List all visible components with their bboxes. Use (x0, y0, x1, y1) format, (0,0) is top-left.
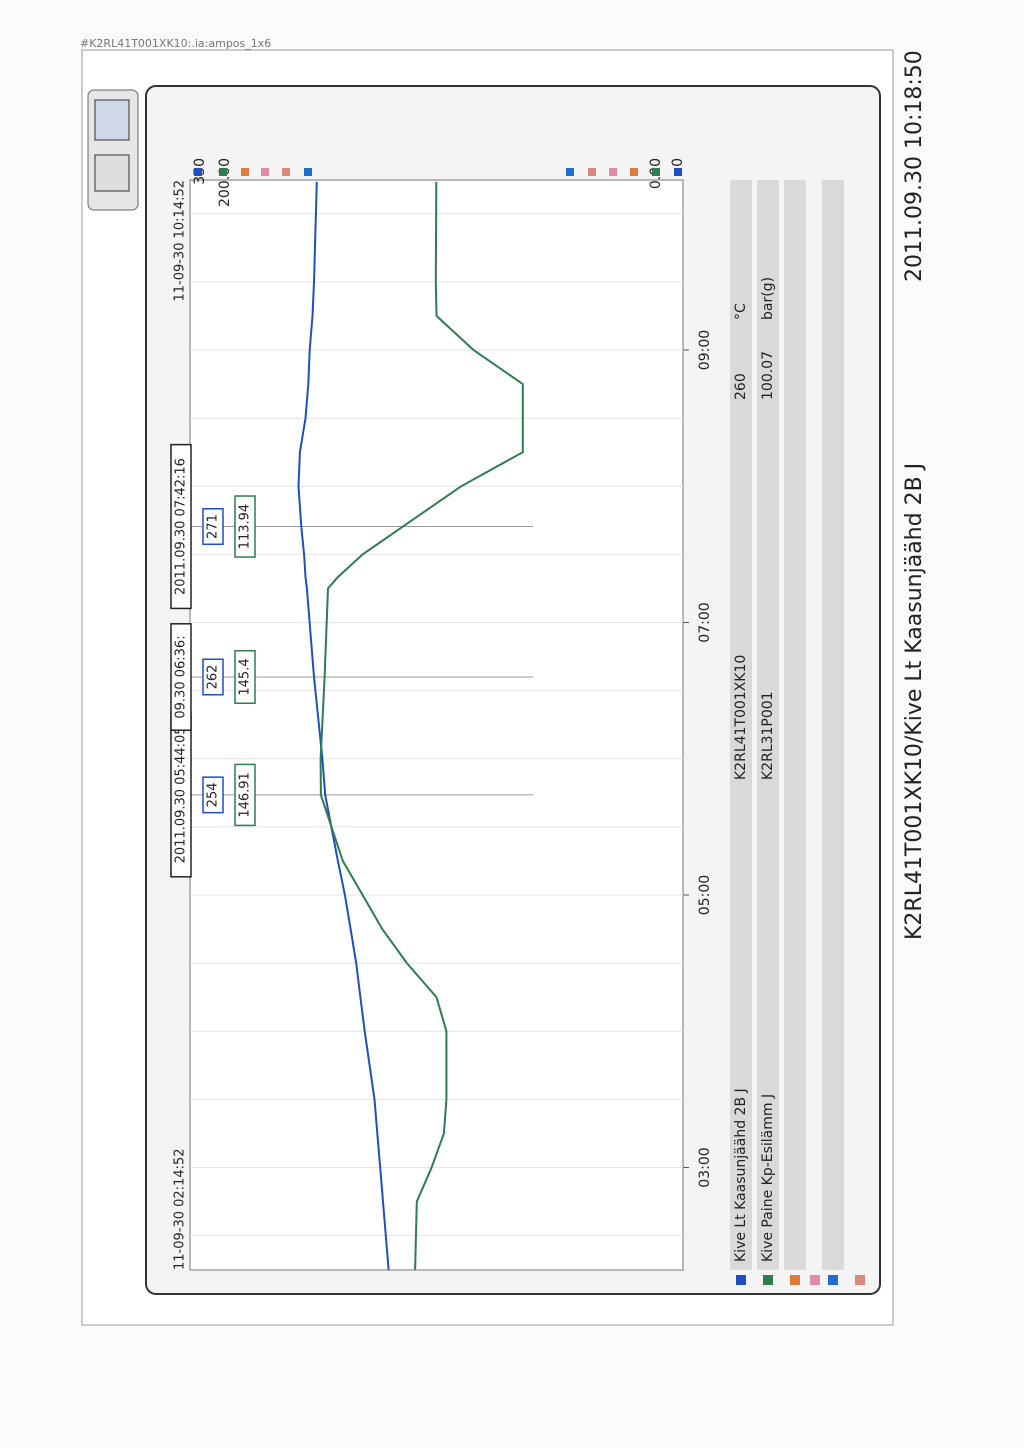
legend-value: 100.07 (760, 351, 776, 400)
legend-swatch (736, 1275, 746, 1285)
legend-row (784, 180, 806, 1270)
legend-swatch (855, 1275, 865, 1285)
x-tick-label: 09:00 (697, 330, 713, 370)
cursor-value-box (202, 776, 224, 814)
legend-name: Kive Paine Kp-Esilämm J (760, 1094, 776, 1262)
axis-swatch (652, 168, 660, 176)
y2-tick-label: 200.00 (217, 158, 233, 207)
axis-swatch (241, 168, 249, 176)
cursor-value: 146.91 (238, 772, 253, 818)
cursor-value-box (202, 508, 224, 546)
x-start: 11-09-30 02:14:52 (173, 1148, 188, 1270)
x-tick-label: 05:00 (697, 875, 713, 915)
legend-unit: bar(g) (760, 277, 776, 320)
x-tick-label: 03:00 (697, 1147, 713, 1187)
legend-tag: K2RL41T001XK10 (733, 655, 749, 780)
legend-row (730, 180, 752, 1270)
plot-area (189, 179, 684, 1271)
cursor-value-box (234, 495, 256, 558)
axis-swatch (219, 168, 227, 176)
cursor-time: 09.30 06:36: (174, 635, 189, 718)
window-path: #K2RL41T001XK10:.ia:ampos_1x6 (80, 37, 271, 50)
legend-row (757, 180, 779, 1270)
legend-name: Kive Lt Kaasunjäähd 2B J (733, 1088, 749, 1262)
legend-swatch (790, 1275, 800, 1285)
series-line (297, 181, 390, 1270)
cursor-value-box (202, 658, 224, 696)
cursor-value-box (234, 650, 256, 705)
cursor-value: 113.94 (238, 504, 253, 550)
axis-swatch (261, 168, 269, 176)
cursor-time-box (170, 443, 192, 610)
x-tick-label: 07:00 (697, 602, 713, 642)
legend-swatch (763, 1275, 773, 1285)
footer-title: K2RL41T001XK10/Kive Lt Kaasunjäähd 2B J (902, 463, 927, 940)
footer-printed: 2011.09.30 10:18:50 (902, 50, 927, 282)
axis-swatch (304, 168, 312, 176)
cursor-value: 254 (206, 782, 221, 807)
axis-swatch (674, 168, 682, 176)
legend-row (822, 180, 844, 1270)
axis-swatch (194, 168, 202, 176)
axis-swatch (630, 168, 638, 176)
legend-unit: °C (733, 303, 749, 320)
legend-value: 260 (733, 373, 749, 400)
axis-swatch (282, 168, 290, 176)
save-icon[interactable] (94, 154, 130, 192)
x-end: 11-09-30 10:14:52 (173, 180, 188, 302)
cursor-time: 2011.09.30 05:44:05 (174, 726, 189, 863)
cursor-time-box (170, 623, 192, 731)
cursor-value: 145.4 (238, 658, 253, 695)
legend-swatch (810, 1275, 820, 1285)
legend-tag: K2RL31P001 (760, 691, 776, 780)
cursor-value: 262 (206, 665, 221, 690)
legend-swatch (828, 1275, 838, 1285)
axis-swatch (588, 168, 596, 176)
series-line (319, 181, 524, 1270)
cursor-value: 271 (206, 514, 221, 539)
cursor-time: 2011.09.30 07:42:16 (174, 458, 189, 595)
y-tick-label: 0 (670, 158, 686, 167)
axis-swatch (609, 168, 617, 176)
axis-swatch (566, 168, 574, 176)
cursor-value-box (234, 763, 256, 827)
zoom-icon[interactable] (94, 99, 130, 141)
